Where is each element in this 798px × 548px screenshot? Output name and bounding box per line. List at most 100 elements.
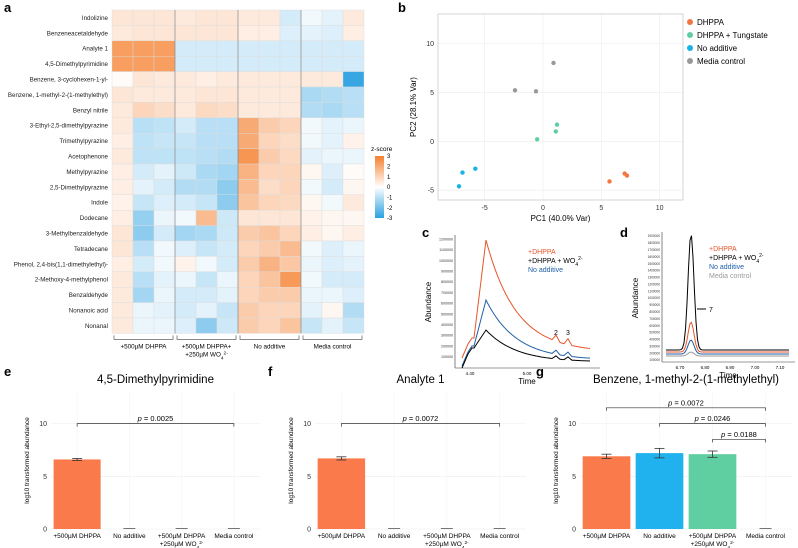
chrom-d-x-axis-label: Time bbox=[719, 371, 737, 380]
chrom-c-legend-entry: No additive bbox=[528, 267, 563, 274]
heatmap-cell bbox=[195, 9, 218, 26]
heatmap-cell bbox=[174, 148, 197, 165]
bar-significance-p: p bbox=[667, 398, 672, 407]
heatmap-cell bbox=[279, 102, 302, 119]
chrom-d-y-tick-label: 1700000 bbox=[648, 248, 661, 252]
heatmap-cell bbox=[321, 209, 344, 226]
heatmap-cell bbox=[342, 302, 365, 319]
heatmap-cell bbox=[216, 256, 239, 272]
heatmap-cell bbox=[111, 40, 134, 57]
chrom-c-x-axis-label: Time bbox=[518, 377, 536, 386]
chrom-d-legend-entry: +DHPPA + WO42- bbox=[709, 253, 764, 265]
heatmap-cell bbox=[237, 317, 260, 334]
heatmap-row-label: Dodecane bbox=[80, 215, 109, 222]
chrom-d-y-tick-label: 200000 bbox=[649, 351, 660, 355]
heatmap-cell bbox=[216, 302, 239, 319]
heatmap-cell bbox=[321, 179, 344, 195]
heatmap-cell bbox=[321, 102, 344, 119]
chrom-c-peak-label: 3 bbox=[566, 330, 570, 337]
heatmap-cell bbox=[174, 302, 197, 319]
pca-x-axis-label: PC1 (40.0% Var) bbox=[531, 214, 591, 223]
heatmap-cell bbox=[195, 287, 218, 303]
bar-y-axis-label: log10 transformed abundance bbox=[553, 417, 560, 504]
pca-point bbox=[553, 129, 559, 134]
heatmap-cell bbox=[279, 148, 302, 165]
heatmap-cell bbox=[216, 271, 239, 288]
heatmap-row-label: Benzene, 3-cyclohexen-1-yl- bbox=[30, 77, 108, 84]
bar-chart-e: 4,5-Dimethylpyrimidine 0 5 10 log10 transfor… bbox=[24, 374, 260, 548]
heatmap-cell bbox=[216, 179, 239, 195]
chrom-c-y-tick-label: 1200000 bbox=[439, 238, 453, 242]
chrom-c-y-tick-label: 600000 bbox=[441, 302, 453, 306]
heatmap-cell bbox=[342, 102, 365, 119]
heatmap-cell bbox=[216, 25, 239, 41]
heatmap-cell bbox=[237, 256, 260, 272]
heatmap-cell bbox=[342, 225, 365, 242]
heatmap-cell bbox=[258, 317, 281, 334]
heatmap-cell bbox=[111, 317, 134, 334]
heatmap-cell bbox=[174, 179, 197, 195]
heatmap-cell bbox=[279, 86, 302, 103]
heatmap-cell bbox=[279, 56, 302, 72]
heatmap-group-label-prefix: +250µM WO bbox=[185, 351, 221, 358]
heatmap-cell bbox=[300, 240, 323, 257]
heatmap-group-bracket bbox=[239, 335, 300, 340]
heatmap-cell bbox=[111, 256, 134, 272]
bar-y-tick-label: 5 bbox=[43, 474, 47, 481]
legend-tick-label: 3 bbox=[387, 154, 391, 160]
chrom-d-x-tick-label: 6.70 bbox=[676, 365, 685, 370]
heatmap-cell bbox=[342, 194, 365, 211]
heatmap-cell bbox=[321, 117, 344, 134]
heatmap-cell bbox=[195, 225, 218, 242]
heatmap-cell bbox=[216, 194, 239, 211]
bar-significance-value: = 0.0246 bbox=[699, 414, 731, 423]
heatmap-cell bbox=[174, 71, 197, 88]
heatmap-row-label: Nonanoic acid bbox=[69, 308, 109, 315]
heatmap-cell bbox=[237, 86, 260, 103]
chrom-c-y-tick-label: 500000 bbox=[441, 312, 453, 316]
bar-category-label-prefix: +250µM WO bbox=[160, 541, 197, 548]
heatmap-cell bbox=[279, 240, 302, 257]
heatmap-cell bbox=[258, 132, 281, 149]
heatmap-cell bbox=[342, 25, 365, 41]
heatmap-cell bbox=[321, 148, 344, 165]
bar-y-tick-label: 5 bbox=[572, 474, 576, 481]
chrom-d-y-tick-label: 1100000 bbox=[648, 289, 660, 293]
chrom-c-x-tick-label: 4.40 bbox=[466, 371, 475, 376]
heatmap-cell bbox=[300, 179, 323, 195]
chrom-d-y-tick-label: 1200000 bbox=[648, 282, 661, 286]
heatmap-row-label: Analyte 1 bbox=[82, 46, 108, 53]
legend-tick-label: 2 bbox=[387, 165, 391, 171]
heatmap-cell bbox=[132, 71, 155, 88]
heatmap-cell bbox=[321, 256, 344, 272]
heatmap-cell bbox=[342, 132, 365, 149]
chrom-c-y-tick-label: 1000000 bbox=[439, 259, 453, 263]
bar-category-label-prefix: +250µM WO bbox=[691, 541, 728, 548]
legend-tick-label: 0 bbox=[387, 185, 391, 191]
heatmap-cell bbox=[342, 287, 365, 303]
heatmap-cell bbox=[321, 225, 344, 242]
bar-y-tick-label: 5 bbox=[307, 474, 311, 481]
heatmap-row-label: Tetradecane bbox=[74, 246, 109, 253]
chrom-d-legend-sub: 4 bbox=[756, 259, 759, 265]
chrom-c-legend-text: +DHPPA bbox=[528, 249, 556, 256]
heatmap-cell bbox=[111, 132, 134, 149]
chrom-d-trace-dhppa bbox=[666, 321, 789, 353]
chrom-c-y-axis-label: Abundance bbox=[424, 281, 433, 322]
heatmap-cell bbox=[195, 194, 218, 211]
chrom-c-y-tick-label: 900000 bbox=[441, 270, 453, 274]
heatmap-cell bbox=[258, 117, 281, 134]
bar-category-label-line2: +250µM WO42- bbox=[160, 540, 204, 548]
pca-y-tick-label: 0 bbox=[430, 139, 434, 146]
chrom-d-legend-entry: +DHPPA bbox=[709, 246, 737, 253]
heatmap-cell bbox=[153, 102, 176, 119]
heatmap-cell bbox=[258, 271, 281, 288]
chrom-d-legend-entry: No additive bbox=[709, 264, 744, 271]
heatmap-cell bbox=[195, 148, 218, 165]
bar-category-label-sup: 2- bbox=[199, 540, 204, 546]
heatmap-cell bbox=[174, 317, 197, 334]
heatmap-cell bbox=[342, 56, 365, 72]
heatmap-cell bbox=[216, 9, 239, 26]
heatmap-cell bbox=[153, 25, 176, 41]
chrom-d-y-tick-label: 1900000 bbox=[648, 234, 661, 238]
